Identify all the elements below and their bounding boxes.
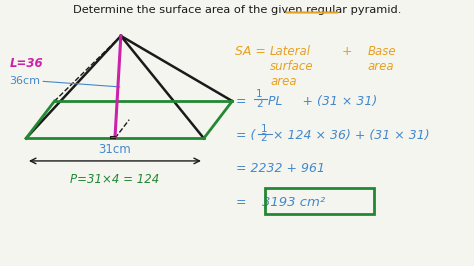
Text: =: = bbox=[236, 196, 246, 209]
Text: 1: 1 bbox=[256, 89, 263, 99]
Text: 1: 1 bbox=[261, 124, 267, 134]
Text: 3193 cm²: 3193 cm² bbox=[262, 196, 325, 209]
Text: P=31×4 = 124: P=31×4 = 124 bbox=[70, 173, 160, 186]
Text: L=36: L=36 bbox=[9, 57, 43, 70]
Text: 2: 2 bbox=[256, 99, 263, 109]
Text: 2: 2 bbox=[261, 133, 267, 143]
Text: 36cm: 36cm bbox=[9, 76, 40, 86]
Text: = (: = ( bbox=[236, 129, 255, 142]
Text: PL     + (31 × 31): PL + (31 × 31) bbox=[268, 95, 377, 107]
Text: =: = bbox=[236, 95, 251, 107]
Text: Determine the surface area of the given regular pyramid.: Determine the surface area of the given … bbox=[73, 5, 401, 15]
Text: Base
area: Base area bbox=[367, 45, 396, 73]
Text: 31cm: 31cm bbox=[99, 143, 131, 156]
Bar bbox=[265, 188, 374, 214]
Text: SA =: SA = bbox=[235, 45, 265, 58]
Text: × 124 × 36) + (31 × 31): × 124 × 36) + (31 × 31) bbox=[273, 129, 429, 142]
Text: Lateral
surface
area: Lateral surface area bbox=[270, 45, 314, 88]
Text: +: + bbox=[341, 45, 352, 58]
Text: = 2232 + 961: = 2232 + 961 bbox=[236, 163, 325, 175]
